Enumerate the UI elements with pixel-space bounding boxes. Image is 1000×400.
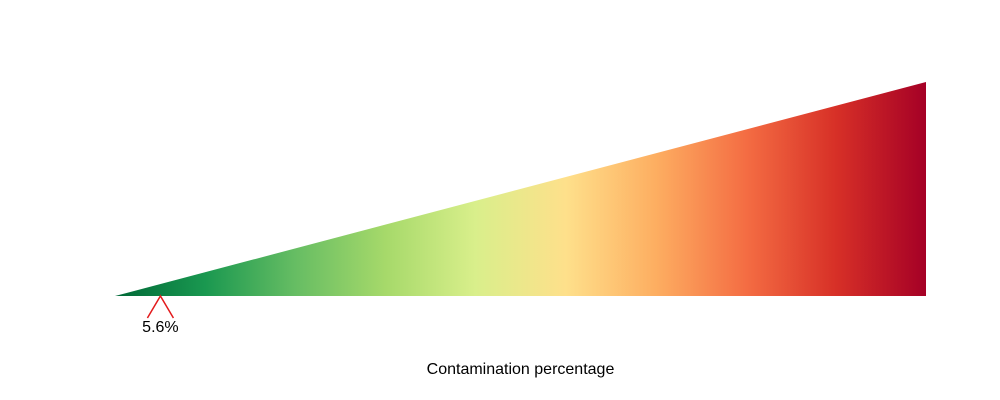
x-axis-title: Contamination percentage bbox=[427, 361, 615, 378]
marker-caret bbox=[146, 294, 175, 319]
marker-value-label: 5.6% bbox=[142, 319, 178, 336]
gradient-wedge bbox=[115, 82, 926, 296]
